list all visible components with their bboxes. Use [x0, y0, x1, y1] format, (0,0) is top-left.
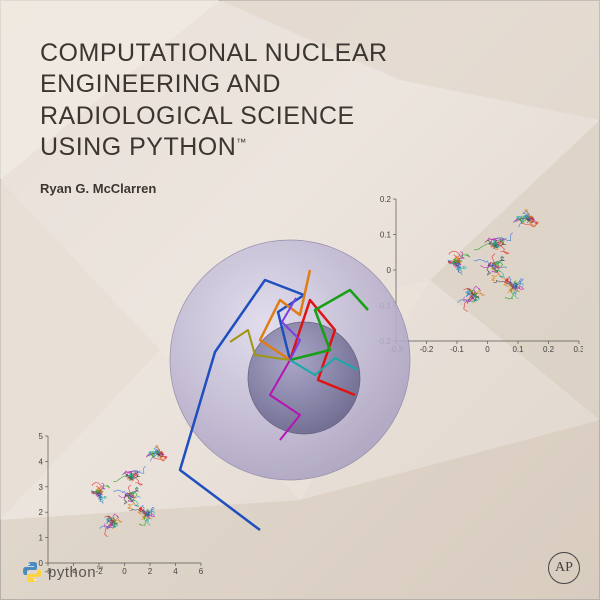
title-line-4: USING PYTHON — [40, 133, 236, 161]
publisher-logo: AP — [548, 552, 580, 584]
title-tm: ™ — [236, 137, 247, 148]
logo-bar: python™ AP — [20, 552, 580, 584]
book-title: COMPUTATIONAL NUCLEAR ENGINEERING AND RA… — [40, 38, 560, 163]
sphere-inner — [248, 322, 360, 434]
author-name: Ryan G. McClarren — [40, 181, 560, 196]
header-block: COMPUTATIONAL NUCLEAR ENGINEERING AND RA… — [0, 0, 600, 196]
title-line-2: ENGINEERING AND — [40, 70, 281, 98]
python-icon — [20, 560, 44, 584]
figure-area — [0, 180, 600, 600]
title-line-3: RADIOLOGICAL SCIENCE — [40, 102, 355, 130]
python-logo: python™ — [20, 560, 104, 584]
title-line-1: COMPUTATIONAL NUCLEAR — [40, 39, 388, 67]
python-text: python™ — [48, 564, 104, 581]
